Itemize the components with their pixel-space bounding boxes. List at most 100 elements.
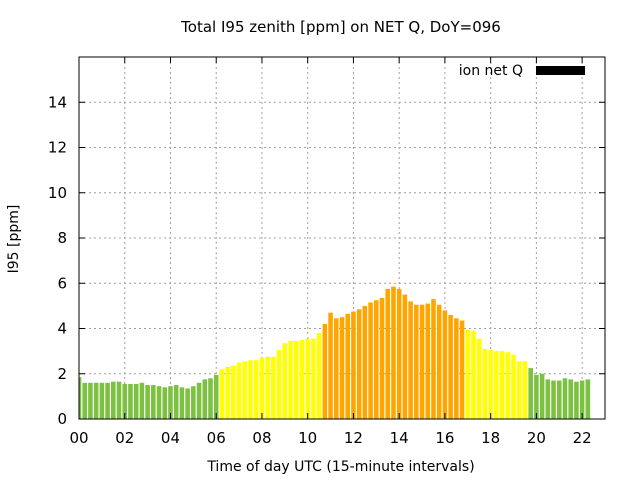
bar	[185, 388, 190, 419]
y-tick-label: 2	[57, 365, 67, 383]
bar	[248, 360, 253, 419]
bar	[276, 349, 282, 419]
bar	[271, 356, 276, 419]
y-tick-label: 4	[57, 320, 67, 338]
bar	[488, 349, 493, 419]
bar	[213, 374, 219, 419]
bar	[419, 304, 425, 419]
bar	[499, 351, 505, 420]
x-tick-label: 12	[344, 429, 363, 447]
y-tick-label: 0	[57, 410, 67, 428]
bar	[522, 361, 528, 419]
bar	[448, 314, 453, 419]
bar	[465, 329, 471, 419]
bar	[459, 320, 465, 419]
bar	[82, 382, 87, 419]
grid	[79, 57, 605, 419]
bar	[585, 379, 591, 419]
bar	[505, 352, 511, 419]
bar	[79, 377, 82, 419]
bar	[191, 386, 196, 419]
bar	[293, 340, 299, 419]
bar	[351, 311, 356, 419]
bar	[414, 304, 419, 419]
bar	[305, 338, 310, 419]
y-tick-label: 10	[48, 184, 67, 202]
x-tick-label: 04	[161, 429, 180, 447]
y-tick-label: 6	[57, 274, 67, 292]
bar	[139, 382, 145, 419]
bar	[265, 356, 270, 419]
bar	[242, 361, 248, 419]
legend-label: ion net Q	[459, 63, 523, 79]
bar	[396, 288, 402, 419]
bar	[253, 360, 259, 419]
bar	[482, 348, 488, 419]
x-tick-label: 06	[207, 429, 226, 447]
legend: ion net Q	[459, 63, 585, 79]
bar	[528, 368, 533, 419]
bar	[299, 339, 305, 419]
bar	[311, 338, 316, 419]
bar	[539, 373, 545, 419]
bar	[494, 351, 499, 420]
bar	[431, 299, 436, 419]
bar	[162, 387, 168, 419]
bar	[93, 382, 99, 419]
bar	[196, 382, 202, 419]
bar	[122, 383, 128, 419]
bar	[568, 379, 573, 419]
x-axis-label: Time of day UTC (15-minute intervals)	[206, 459, 474, 475]
bar	[105, 382, 110, 419]
bar	[442, 310, 448, 419]
bar	[379, 297, 385, 419]
bar	[402, 294, 408, 419]
bar	[579, 380, 585, 419]
bar	[391, 286, 396, 419]
bar	[562, 378, 568, 419]
bar	[282, 343, 288, 419]
bar	[145, 385, 150, 419]
y-axis-label: I95 [ppm]	[6, 205, 22, 274]
bar	[316, 333, 322, 419]
bar	[208, 378, 213, 419]
bar	[362, 305, 368, 420]
bar	[511, 354, 516, 419]
bar	[476, 338, 482, 419]
bar	[202, 379, 208, 419]
bar	[516, 361, 522, 419]
x-tick-label: 10	[298, 429, 317, 447]
bar	[151, 385, 156, 419]
bar	[116, 381, 122, 419]
bar	[99, 382, 105, 419]
bar	[173, 385, 179, 419]
chart-title: Total I95 zenith [ppm] on NET Q, DoY=096	[180, 18, 501, 36]
bar	[356, 309, 362, 419]
bar	[334, 318, 339, 419]
bar	[328, 312, 333, 419]
x-tick-label: 08	[252, 429, 271, 447]
bar	[574, 381, 579, 419]
bar	[88, 382, 93, 419]
x-tick-label: 18	[481, 429, 500, 447]
bar	[288, 340, 293, 419]
bar	[128, 383, 133, 419]
x-tick-label: 22	[573, 429, 592, 447]
bar	[168, 386, 173, 419]
x-tick-label: 20	[527, 429, 546, 447]
bar	[436, 304, 442, 419]
bar	[534, 374, 539, 419]
bar	[225, 366, 230, 419]
bar	[236, 362, 242, 419]
x-tick-label: 02	[115, 429, 134, 447]
bar	[545, 379, 551, 419]
y-tick-label: 8	[57, 229, 67, 247]
bar	[133, 383, 139, 419]
bar	[231, 365, 236, 419]
y-tick-label: 14	[48, 93, 67, 111]
bar	[111, 381, 116, 419]
bar	[556, 380, 562, 419]
bar	[345, 313, 350, 419]
